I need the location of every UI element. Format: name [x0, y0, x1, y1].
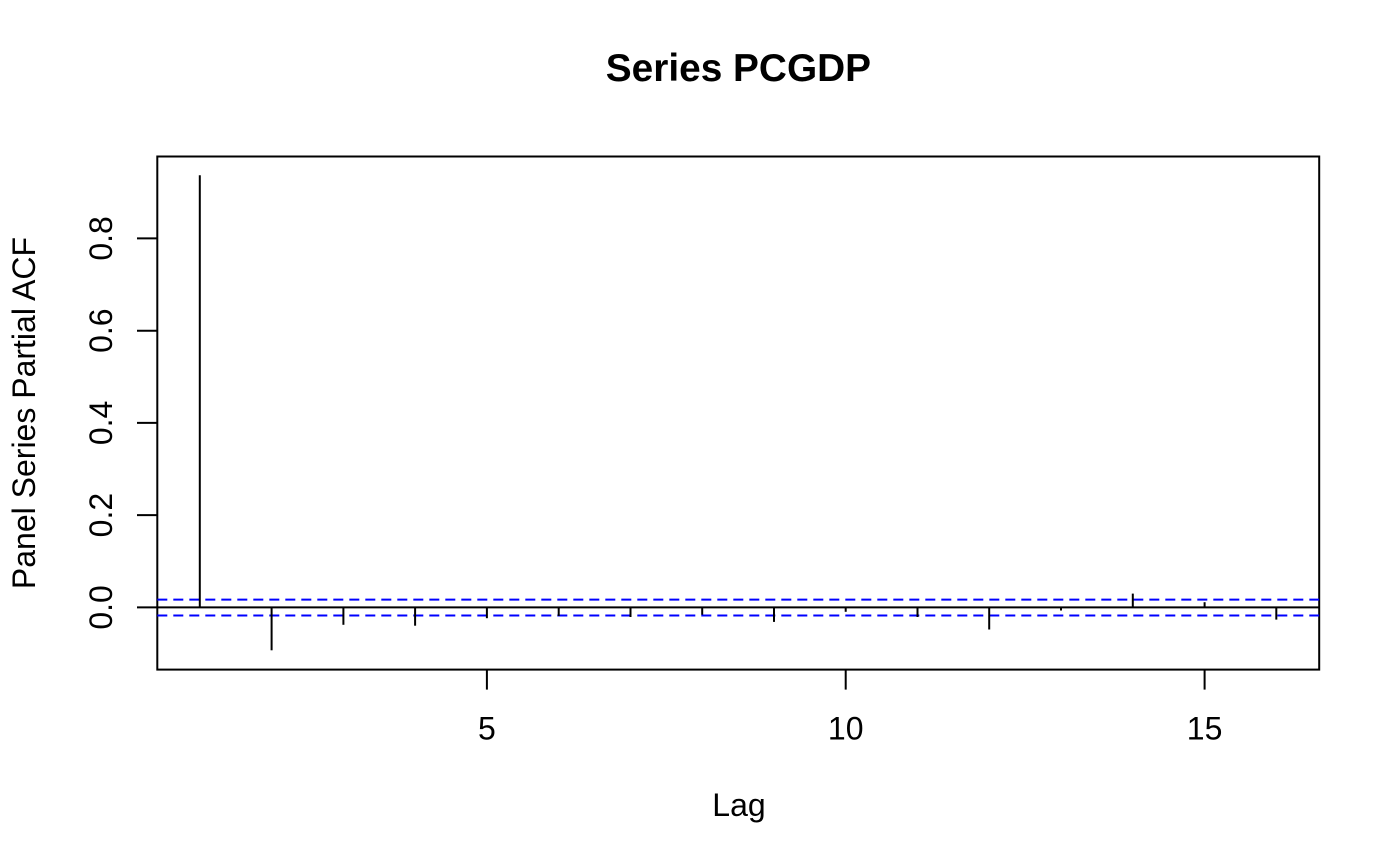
svg-text:0.2: 0.2 [83, 493, 119, 537]
svg-text:5: 5 [478, 711, 496, 747]
svg-text:0.8: 0.8 [83, 216, 119, 260]
svg-text:15: 15 [1187, 711, 1223, 747]
svg-text:Panel Series Partial ACF: Panel Series Partial ACF [6, 237, 42, 589]
svg-text:Series PCGDP: Series PCGDP [606, 47, 871, 90]
svg-text:10: 10 [828, 711, 864, 747]
svg-text:0.0: 0.0 [83, 585, 119, 629]
svg-text:Lag: Lag [712, 787, 765, 823]
svg-text:0.4: 0.4 [83, 401, 119, 445]
svg-text:0.6: 0.6 [83, 308, 119, 352]
